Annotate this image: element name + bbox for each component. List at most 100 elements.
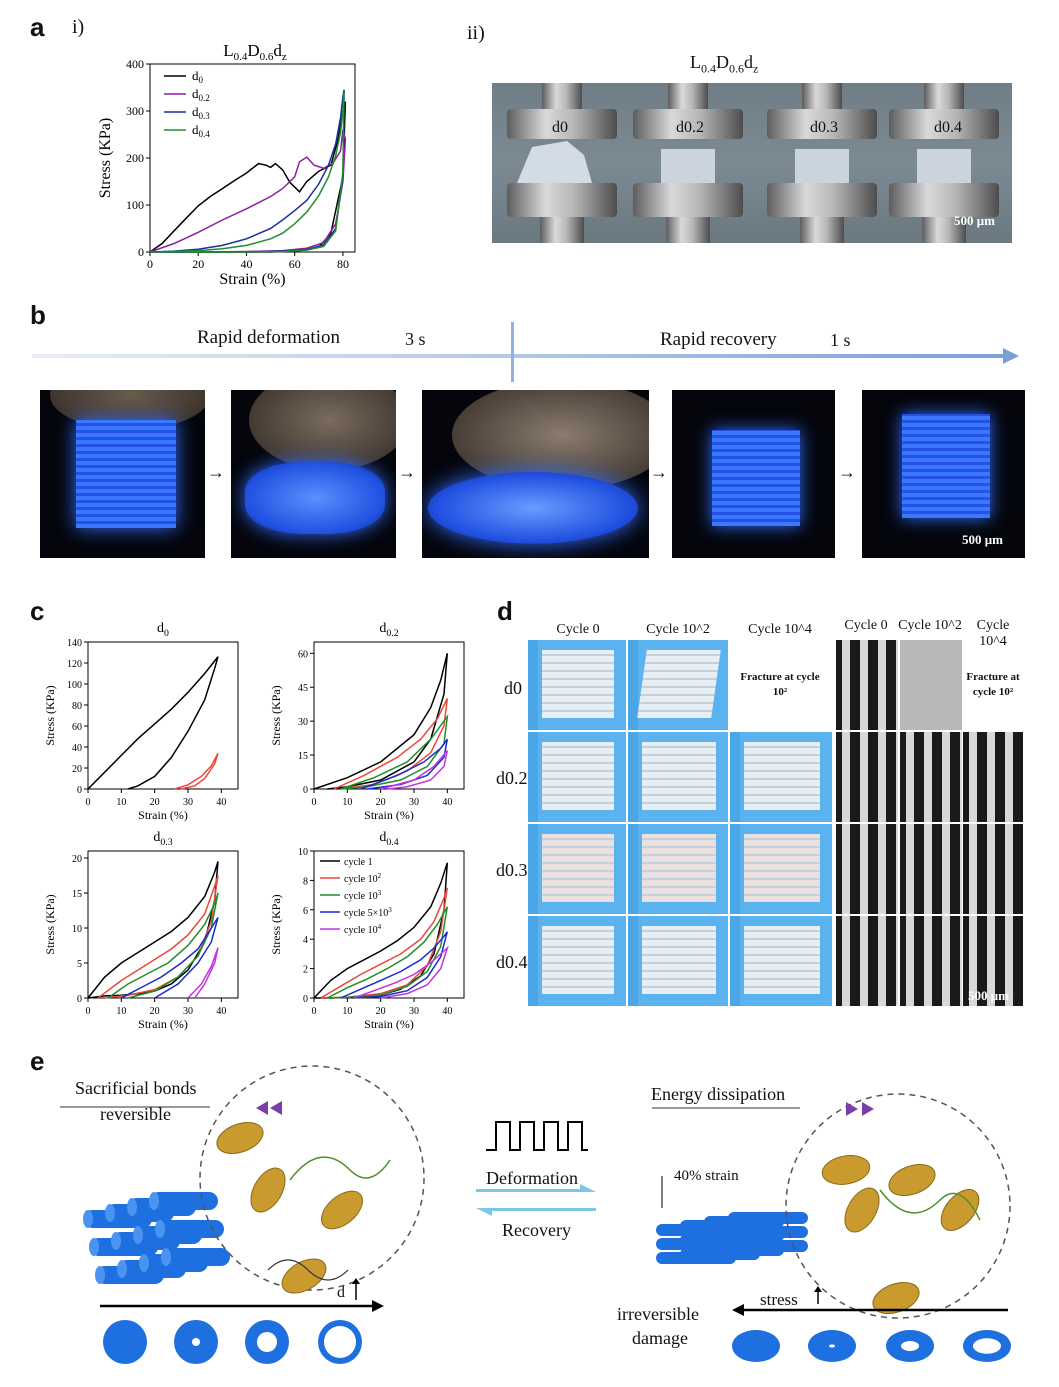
photo-label-d02: d0.2	[676, 119, 704, 136]
panel-d-letter: d	[497, 596, 513, 626]
photo-cell	[730, 732, 832, 822]
plot-frame	[313, 641, 465, 790]
series-line-cycle-10-3	[326, 906, 449, 999]
series-line-cycle-5-10-3	[340, 931, 449, 999]
sample-cube	[661, 149, 715, 183]
sem-cell	[836, 732, 898, 822]
legend-label: cycle 104	[344, 923, 382, 936]
x-tick-label: 20	[376, 1006, 386, 1017]
recovery-label: Recovery	[502, 1220, 571, 1240]
strain-label: 40% strain	[674, 1168, 739, 1184]
upper-platen	[889, 109, 999, 139]
sem-cell	[900, 640, 962, 730]
cross-section-hole	[324, 1326, 356, 1358]
y-tick-label: 0	[138, 245, 144, 259]
fracture-note-photo: Fracture at cycle 10²	[740, 670, 820, 700]
uv-sample-3	[428, 472, 638, 544]
row-label-d02: d0.2	[496, 768, 528, 788]
legend-label: d0	[192, 68, 204, 85]
particle	[250, 1167, 286, 1213]
y-tick-label: 5	[77, 959, 82, 970]
scaffold-cube	[744, 926, 820, 994]
sample-cube	[795, 149, 849, 183]
tube-end	[83, 1210, 93, 1228]
panel-e-letter: e	[30, 1046, 45, 1076]
y-axis-label: Stress (KPa)	[97, 118, 114, 198]
y-tick-label: 100	[126, 198, 144, 212]
photo-cell	[730, 916, 832, 1006]
tube-end	[111, 1232, 121, 1250]
uv-frame-3	[422, 390, 649, 558]
sem-cell	[900, 732, 962, 822]
col-header-1: Cycle 0	[556, 622, 600, 637]
compression-photo: d0 d0.2 d0.3 d0.4 500 μm	[492, 83, 1012, 243]
compressed-cross-section-hole	[901, 1341, 919, 1351]
series-line-d0-2	[149, 129, 347, 253]
polymer-chain	[289, 1156, 391, 1181]
cross-section	[103, 1320, 147, 1364]
y-tick-label: 6	[303, 906, 308, 917]
compressed-cross-section-hole	[829, 1344, 835, 1348]
d-axis-arrow-head	[372, 1300, 384, 1312]
chart-c-d0: 0 10 20 30 40 0 20 40 60 80 100 120 140 Strain (%) Str…	[43, 621, 239, 822]
tube-end	[133, 1226, 143, 1244]
x-tick-label: 60	[289, 257, 301, 271]
lower-platen	[767, 183, 877, 217]
deform-label: Rapid deformation	[197, 327, 340, 348]
scale-text-b: 500 μm	[962, 532, 1003, 547]
photo-label-d03: d0.3	[810, 119, 838, 136]
molecular-inset-left	[199, 1065, 425, 1291]
legend-label: d0.2	[192, 86, 210, 103]
x-tick-label: 0	[86, 1006, 91, 1017]
deformation-label: Deformation	[486, 1168, 578, 1188]
pulse-icon	[486, 1121, 588, 1151]
lower-platen	[889, 183, 999, 217]
series-line-cycle-10-2	[320, 887, 449, 999]
y-tick-label: 45	[298, 683, 308, 694]
col-header-6: Cycle 10^4	[976, 618, 1010, 649]
upper-rod	[668, 83, 708, 111]
energy-label: Energy dissipation	[651, 1084, 786, 1104]
y-axis-label: Stress (KPa)	[43, 894, 57, 954]
uv-sample-4	[712, 430, 800, 526]
molecular-inset-right	[785, 1093, 1011, 1319]
scale-text-a: 500 μm	[954, 213, 995, 228]
tube	[162, 1248, 230, 1266]
scaffold-cube	[637, 650, 721, 718]
series-line-cycle-10-3	[107, 892, 219, 999]
chart-c-d02: 0 10 20 30 40 0 15 30 45 60 Strain (%) Stress (KPa)…	[269, 621, 465, 822]
uv-frame-4	[672, 390, 835, 558]
deform-time: 3 s	[405, 329, 426, 349]
sem-cell	[900, 824, 962, 914]
legend-label: cycle 102	[344, 872, 382, 885]
y-tick-label: 0	[303, 994, 308, 1005]
x-tick-label: 0	[312, 797, 317, 808]
y-tick-label: 80	[72, 701, 82, 712]
lower-rod	[922, 217, 966, 243]
sem-cell	[963, 916, 1023, 1006]
x-tick-label: 10	[342, 797, 352, 808]
particle	[281, 1258, 327, 1294]
arrow-b-1: →	[207, 462, 225, 482]
plot-frame	[87, 850, 239, 999]
photo-cell	[528, 916, 626, 1006]
photo-label-d04: d0.4	[934, 119, 962, 136]
legend-label: d0.3	[192, 104, 210, 121]
tube-end	[139, 1254, 149, 1272]
bond-marker-right	[846, 1102, 874, 1116]
y-tick-label: 140	[67, 638, 82, 649]
chart-a-title: L0.4D0.6dz	[223, 41, 287, 63]
upper-platen	[767, 109, 877, 139]
y-tick-label: 100	[67, 680, 82, 691]
particle	[321, 1190, 363, 1230]
upper-rod	[542, 83, 582, 111]
legend-label: cycle 103	[344, 889, 382, 902]
scale-bar-a: 500 μm	[954, 213, 995, 229]
scaffold-cube	[744, 834, 820, 902]
series-line-cycle-10-2	[97, 875, 219, 999]
x-axis-label: Strain (%)	[138, 808, 188, 822]
x-axis-label: Strain (%)	[364, 808, 414, 822]
finger-2	[249, 390, 396, 470]
photo-cell	[528, 824, 626, 914]
panel-c-letter: c	[30, 596, 45, 626]
